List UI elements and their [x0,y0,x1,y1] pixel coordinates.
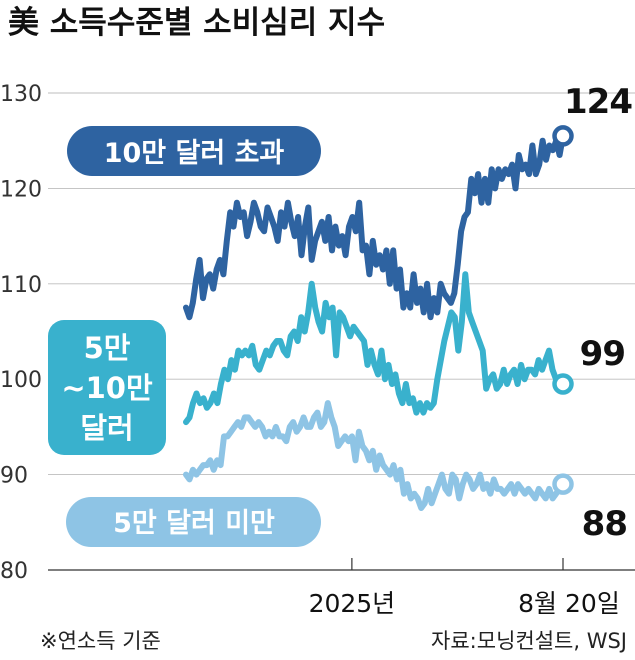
x-tick-label: 8월 20일 [518,589,620,618]
y-tick-label: 100 [0,368,42,393]
y-tick-label: 110 [0,273,42,298]
y-tick-label: 80 [0,559,28,584]
end-value-label: 124 [564,82,632,122]
end-value-label: 99 [580,334,625,374]
series-line-1 [183,132,566,321]
series-label-box [48,320,166,455]
series-name-label: 10만 달러 초과 [104,138,285,169]
footnote: ※연소득 기준 [40,629,161,653]
series-line-3 [183,400,566,511]
series-label-box [66,497,321,547]
series-line-2 [183,271,566,426]
x-tick-label: 2025년 [309,589,396,618]
source-note: 자료:모닝컨설트, WSJ [431,629,627,653]
chart-title: 美 소득수준별 소비심리 지수 [8,5,385,41]
y-tick-label: 120 [0,177,42,202]
series-name-label: 5만 ~10만 달러 [61,331,153,445]
series-name-label: 5만 달러 미만 [113,508,275,539]
end-value-label: 88 [582,504,627,544]
series-label-box [67,126,321,176]
series-end-marker [552,373,574,395]
y-tick-label: 90 [0,464,28,489]
y-tick-label: 130 [0,82,42,107]
series-end-marker [552,473,574,495]
series-end-marker [552,125,574,147]
